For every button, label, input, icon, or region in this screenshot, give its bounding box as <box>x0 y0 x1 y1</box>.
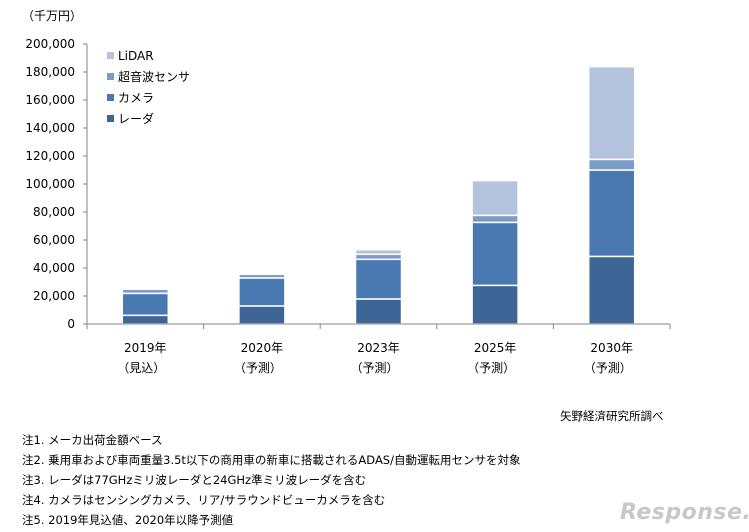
bar-segment-2 <box>121 288 170 295</box>
stacked-bar-chart: （千万円） 0 20,000 40,000 60,000 80,000 100,000 12… <box>22 9 671 375</box>
bar-segment-0 <box>354 298 403 325</box>
x-tick-label: 2020年 <box>241 341 284 355</box>
legend-swatch <box>107 94 114 101</box>
x-tick-sublabel: （見込） <box>117 361 165 375</box>
note: 注2. 乗用車および車両重量3.5t以下の商用車の新車に搭載されるADAS/自動… <box>22 453 521 467</box>
y-tick-label: 180,000 <box>25 65 75 79</box>
bar-segment-3 <box>587 65 636 161</box>
note: 注3. レーダは77GHzミリ波レーダと24GHz準ミリ波レーダを含む <box>22 473 367 487</box>
x-tick-sublabel: （予測） <box>584 361 632 375</box>
y-axis: 0 20,000 40,000 60,000 80,000 100,000 120,000 1… <box>25 37 88 331</box>
bar-segment-3 <box>354 248 403 256</box>
bar-segment-1 <box>238 277 286 307</box>
y-tick-label: 60,000 <box>33 233 75 247</box>
legend-label: LiDAR <box>118 49 154 63</box>
y-tick-label: 0 <box>67 317 75 331</box>
y-tick-label: 200,000 <box>25 37 75 51</box>
y-tick-label: 80,000 <box>33 205 75 219</box>
bar-segment-0 <box>238 305 286 325</box>
legend-label: レーダ <box>118 111 154 126</box>
y-tick-label: 40,000 <box>33 261 75 275</box>
source-credit: 矢野経済研究所調べ <box>560 409 664 423</box>
note: 注1. メーカ出荷金額ベース <box>22 433 163 447</box>
y-tick-label: 20,000 <box>33 289 75 303</box>
bar-segment-1 <box>354 258 403 300</box>
bar-segment-2 <box>238 273 286 279</box>
bar-segment-3 <box>471 179 519 217</box>
bar-segment-0 <box>587 255 636 325</box>
bars <box>121 65 636 325</box>
y-tick-label: 120,000 <box>25 149 75 163</box>
bar-segment-2 <box>587 158 636 171</box>
bar-segment-2 <box>471 214 519 224</box>
x-tick-label: 2023年 <box>357 341 400 355</box>
x-tick-sublabel: （予測） <box>234 361 282 375</box>
bar-segment-1 <box>471 221 519 287</box>
x-tick-sublabel: （予測） <box>467 361 515 375</box>
note: 注5. 2019年見込値、2020年以降予測値 <box>22 513 234 527</box>
legend-label: カメラ <box>118 91 154 105</box>
bar-segment-0 <box>471 284 519 325</box>
y-tick-label: 160,000 <box>25 93 75 107</box>
unit-label: （千万円） <box>22 9 82 23</box>
x-tick-label: 2025年 <box>474 341 517 355</box>
x-tick-sublabel: （予測） <box>350 361 398 375</box>
x-tick-label: 2030年 <box>590 341 633 355</box>
legend-label: 超音波センサ <box>118 69 190 84</box>
bar-segment-0 <box>121 314 170 325</box>
y-tick-label: 100,000 <box>25 177 75 191</box>
bar-segment-1 <box>587 169 636 258</box>
legend-swatch <box>107 73 114 80</box>
response-watermark-logo: Response. <box>620 500 749 525</box>
bar-segment-2 <box>354 253 403 261</box>
legend-swatch <box>107 52 114 59</box>
y-tick-label: 140,000 <box>25 121 75 135</box>
note: 注4. カメラはセンシングカメラ、リア/サラウンドビューカメラを含む <box>22 493 386 507</box>
x-axis: 2019年 （見込） 2020年 （予測） 2023年 （予測） 2025年 （予測） 2030… <box>86 323 671 375</box>
x-tick-label: 2019年 <box>124 341 167 355</box>
legend-swatch <box>107 115 114 122</box>
bar-segment-1 <box>121 292 170 317</box>
